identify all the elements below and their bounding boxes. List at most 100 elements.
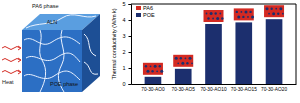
- heat-arrow: [2, 59, 20, 62]
- bar: [145, 77, 162, 84]
- inset: [234, 8, 254, 20]
- x-tick: 70-30-AO0: [141, 84, 165, 92]
- filler-line: [26, 15, 96, 28]
- inset-dot: [242, 16, 244, 18]
- y-tick-label: 3: [122, 33, 125, 39]
- inset: [143, 63, 163, 75]
- inset-dot: [270, 8, 272, 10]
- inset-dot: [266, 7, 269, 10]
- x-tick-label: 70-30-AO10: [200, 87, 226, 92]
- y-tick-mark: [129, 20, 132, 21]
- inset-dot: [251, 15, 254, 18]
- filler-line: [84, 62, 98, 74]
- diagram: PA6 phase ALN POE phase Heat: [2, 3, 100, 92]
- y-tick-label: 1: [122, 65, 125, 71]
- figure: PA6 phaseALNPOE phaseHeat01234570-30-AO0…: [0, 0, 300, 103]
- x-tick-label: 70-30-AO0: [141, 87, 165, 92]
- filler-line: [40, 30, 46, 92]
- inset-dot: [207, 17, 209, 19]
- inset-dot: [282, 13, 284, 15]
- legend-swatch: [136, 6, 141, 10]
- inset-dot: [156, 70, 158, 72]
- bar: [175, 69, 192, 84]
- diagram-label: PA6 phase: [32, 3, 59, 9]
- inset-dot: [240, 11, 242, 13]
- bar: [205, 24, 222, 84]
- inset-dot: [150, 65, 152, 67]
- inset-dot: [244, 10, 247, 13]
- inset-dot: [221, 17, 223, 19]
- y-tick-mark: [129, 4, 132, 5]
- inset-dot: [159, 65, 161, 67]
- plot-frame: [296, 4, 297, 84]
- y-axis: 012345: [122, 1, 131, 87]
- bar: [266, 19, 283, 84]
- bars: [145, 19, 283, 84]
- x-tick-label: 70-30-AO15: [231, 87, 257, 92]
- cube-side: [82, 14, 100, 92]
- y-tick-label: 5: [122, 1, 125, 7]
- y-tick: 0: [122, 81, 131, 87]
- y-tick-mark: [129, 36, 132, 37]
- cube-front: [22, 30, 82, 92]
- inset-dot: [216, 17, 219, 20]
- inset-dot: [186, 62, 188, 64]
- inset-dot: [268, 13, 270, 15]
- inset-dot: [212, 18, 214, 20]
- heat-arrow: [2, 47, 20, 50]
- inset-dot: [189, 57, 192, 60]
- heat-arrowhead: [18, 46, 21, 50]
- inset-dot: [210, 12, 213, 15]
- inset-dot: [215, 12, 217, 14]
- heat-arrow: [2, 71, 20, 74]
- inset-dot: [181, 62, 184, 65]
- inset-dot: [191, 62, 193, 64]
- x-tick: 70-30-AO20: [261, 84, 287, 92]
- diagram-label: POE phase: [50, 81, 78, 87]
- inset-dot: [277, 13, 279, 15]
- x-tick-label: 70-30-AO20: [261, 87, 287, 92]
- inset-dot: [236, 11, 238, 13]
- inset-dot: [185, 57, 187, 59]
- y-tick: 1: [122, 65, 131, 71]
- x-axis-line: [132, 84, 297, 85]
- inset-dot: [160, 70, 163, 73]
- y-tick: 3: [122, 33, 131, 39]
- inset-dot: [180, 57, 182, 59]
- inset-dot: [275, 8, 277, 10]
- inset-dot: [249, 11, 251, 13]
- inset-dot: [145, 65, 147, 67]
- x-tick: 70-30-AO15: [231, 84, 257, 92]
- y-axis-title: Thermal conductivity (W/m k): [111, 8, 117, 79]
- inset-dot: [175, 57, 178, 60]
- bar: [235, 22, 252, 84]
- inset-dot: [146, 70, 149, 73]
- inset-dot: [272, 12, 275, 15]
- inset-dot: [151, 70, 153, 72]
- y-axis-line: [129, 5, 132, 85]
- heat-arrowhead: [18, 58, 21, 62]
- legend: PA6POE: [136, 5, 155, 18]
- y-tick: 2: [122, 49, 131, 55]
- inset-dot: [237, 15, 240, 18]
- legend-label: POE: [143, 12, 155, 18]
- inset: [264, 5, 284, 17]
- inset-dot: [247, 16, 249, 18]
- filler-line: [84, 34, 96, 56]
- y-tick-label: 2: [122, 49, 125, 55]
- filler-line: [26, 53, 80, 62]
- heat-arrowhead: [18, 70, 21, 74]
- legend-swatch: [136, 13, 141, 17]
- inset: [173, 55, 193, 67]
- plot-frame: [131, 4, 296, 5]
- inset-dot: [279, 7, 282, 10]
- filler-line: [24, 37, 80, 44]
- x-tick: 70-30-AO10: [200, 84, 226, 92]
- insets: [143, 5, 284, 75]
- diagram-label: ALN: [47, 19, 58, 25]
- x-axis: 70-30-AO0 70-30-AO5 70-30-AO10 70-30-AO15 70…: [132, 84, 297, 92]
- filler-line: [24, 71, 80, 80]
- diagram-label: Heat: [2, 79, 14, 85]
- x-tick: 70-30-AO5: [171, 84, 195, 92]
- y-tick-mark: [129, 68, 132, 69]
